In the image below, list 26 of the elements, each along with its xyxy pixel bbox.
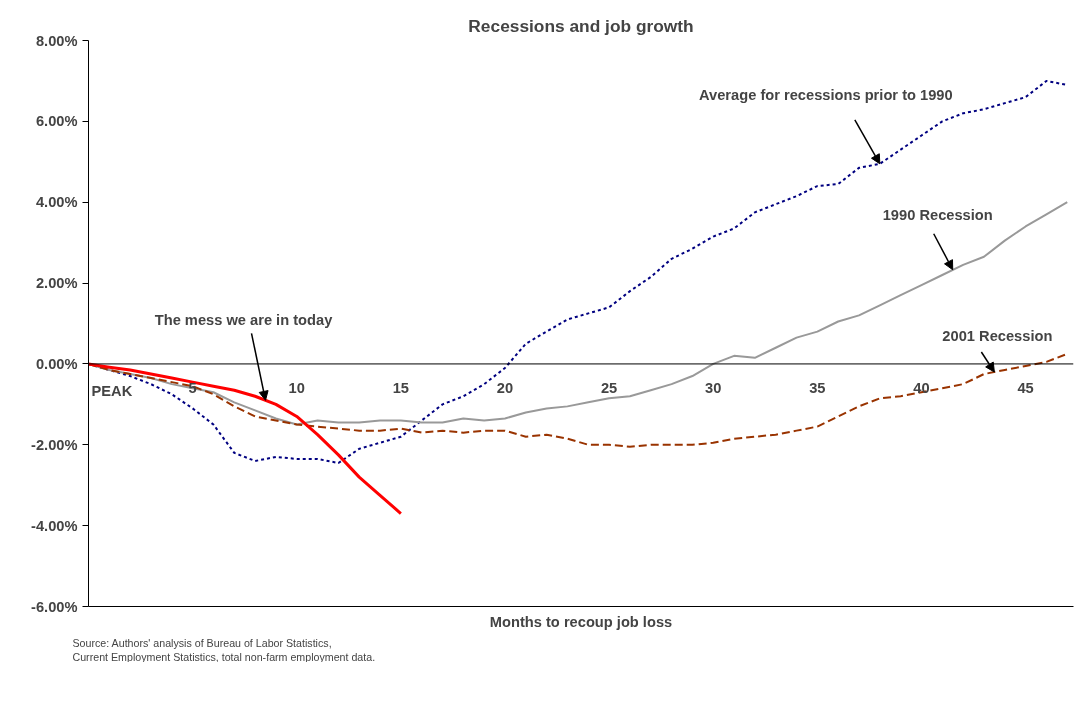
x-tick-label: 10	[288, 379, 305, 396]
x-tick-label: 25	[600, 379, 618, 396]
x-axis-title: Months to recoup job loss	[489, 613, 673, 630]
x-tick-label: 20	[496, 379, 514, 396]
y-tick-label: 4.00%	[35, 194, 78, 211]
annotation: The mess we are in today	[154, 312, 334, 329]
y-tick-label: -4.00%	[31, 517, 78, 534]
y-tick-label: -2.00%	[31, 436, 78, 453]
annotation: 1990 Recession	[882, 206, 993, 223]
source-note: Source: Authors' analysis of Bureau of Labor Statistics,	[72, 636, 332, 649]
x-tick-label: 40	[913, 379, 930, 396]
x-tick-label: 45	[1017, 379, 1034, 396]
annotation: Average for recessions prior to 1990	[699, 86, 953, 103]
y-tick-label: 2.00%	[35, 275, 78, 292]
text: Current Employment Statistics, total non-farm employment data.	[72, 650, 376, 663]
x-tick-label: PEAK	[91, 382, 133, 399]
x-tick-label: 35	[809, 379, 826, 396]
y-tick-label: 0.00%	[35, 355, 78, 372]
x-tick-label: 15	[392, 379, 410, 396]
x-tick-label: 5	[188, 379, 197, 396]
chart-title: Recessions and job growth	[468, 15, 694, 36]
annotation: 2001 Recession	[942, 328, 1053, 345]
x-tick-label: 30	[705, 379, 722, 396]
y-tick-label: -6.00%	[31, 598, 78, 615]
y-tick-label: 6.00%	[35, 113, 78, 130]
y-tick-label: 8.00%	[35, 32, 78, 49]
